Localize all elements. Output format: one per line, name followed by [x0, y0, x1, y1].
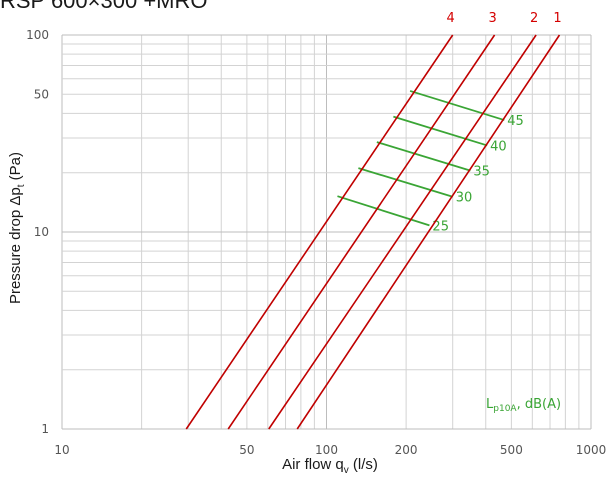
sound-level-label: 35	[473, 165, 490, 180]
x-axis-label: Air flow qv (l/s)	[230, 456, 430, 476]
x-axis-label-subscript: v	[343, 465, 349, 476]
series-label: 1	[553, 11, 561, 26]
legend-symbol: L	[486, 397, 494, 412]
sound-level-label: 40	[490, 139, 507, 154]
series-label: 2	[530, 11, 538, 26]
x-tick-label: 500	[500, 443, 523, 457]
y-tick-label: 50	[34, 87, 49, 101]
x-tick-label: 100	[315, 443, 338, 457]
y-tick-label: 100	[26, 28, 49, 42]
sound-level-legend: Lp10A, dB(A)	[486, 397, 561, 414]
y-tick-label: 10	[34, 225, 49, 239]
legend-subscript: p10A	[493, 404, 517, 414]
x-tick-label: 50	[239, 443, 254, 457]
series-line	[296, 34, 561, 430]
sound-level-label: 25	[432, 219, 449, 234]
series-line	[185, 34, 454, 430]
sound-level-line	[337, 195, 430, 227]
y-tick-label: 1	[41, 422, 49, 436]
series-line	[268, 34, 537, 430]
sound-level-line	[376, 141, 471, 172]
x-tick-label: 1000	[576, 443, 607, 457]
x-tick-label: 10	[54, 443, 69, 457]
x-tick-label: 200	[395, 443, 418, 457]
sound-level-line	[409, 90, 505, 121]
sound-level-label: 30	[456, 191, 473, 206]
sound-level-line	[358, 167, 453, 198]
legend-unit: , dB(A)	[517, 397, 561, 412]
series-label: 3	[488, 11, 496, 26]
x-axis-label-unit: (l/s)	[348, 456, 378, 473]
chart-title: RSP 600×300 +MRO	[0, 0, 208, 13]
sound-level-label: 45	[507, 114, 524, 129]
series-label: 4	[447, 11, 455, 26]
x-axis-label-text: Air flow q	[282, 456, 344, 473]
series-line	[227, 34, 496, 430]
sound-level-line	[393, 115, 488, 147]
